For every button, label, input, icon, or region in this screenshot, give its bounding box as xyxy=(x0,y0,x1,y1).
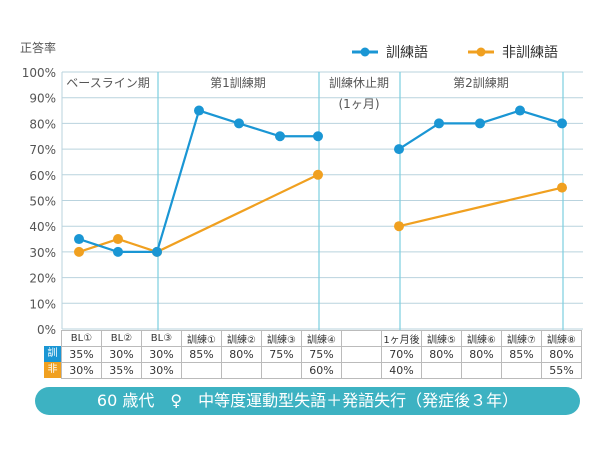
table-value-cell: 30% xyxy=(61,362,102,379)
table-value-cell xyxy=(461,362,502,379)
data-point xyxy=(313,169,323,180)
table-header-cell: 訓練③ xyxy=(261,330,302,347)
table-value-cell xyxy=(341,346,382,363)
table-value-cell: 30% xyxy=(141,362,182,379)
table-value-cell xyxy=(421,362,462,379)
data-point xyxy=(234,118,244,129)
table-value-cell: 35% xyxy=(61,346,102,363)
table-value-cell: 70% xyxy=(381,346,422,363)
table-value-cell: 75% xyxy=(301,346,342,363)
table-header-cell: 訓練⑤ xyxy=(421,330,462,347)
period-label: (1ヶ月) xyxy=(339,97,380,111)
data-point xyxy=(275,131,285,142)
data-point xyxy=(394,221,404,232)
data-point xyxy=(74,234,84,245)
table-value-cell: 80% xyxy=(221,346,262,363)
data-table: BL① BL② BL③ 訓練① 訓練② 訓練③ 訓練④ 1ヶ月後 訓練⑤ 訓練⑥ 訓練⑦ 訓練⑧ 35%… xyxy=(61,330,582,379)
data-point xyxy=(557,118,567,129)
y-tick-label: 10% xyxy=(29,297,56,311)
period-label: ベースライン期 xyxy=(66,76,149,90)
table-value-cell: 85% xyxy=(501,346,542,363)
table-value-cell: 80% xyxy=(461,346,502,363)
table-value-cell xyxy=(341,362,382,379)
table-header-cell: 訓練⑥ xyxy=(461,330,502,347)
table-header-cell: BL③ xyxy=(141,330,182,347)
data-point xyxy=(194,105,204,116)
period-label: 第2訓練期 xyxy=(453,75,509,90)
y-axis-title: 正答率 xyxy=(20,40,56,55)
table-value-cell: 75% xyxy=(261,346,302,363)
y-tick-label: 50% xyxy=(29,195,56,209)
table-value-cell: 55% xyxy=(541,362,582,379)
period-label: 訓練休止期 xyxy=(329,75,389,90)
table-value-cell: 30% xyxy=(101,346,142,363)
y-tick-label: 70% xyxy=(29,143,56,157)
table-value-cell: 80% xyxy=(541,346,582,363)
table-header-cell: 訓練④ xyxy=(301,330,342,347)
legend-label: 非訓練語 xyxy=(502,45,558,61)
table-value-cell xyxy=(181,362,222,379)
y-tick-label: 60% xyxy=(29,169,56,183)
table-value-cell: 40% xyxy=(381,362,422,379)
table-value-cell: 80% xyxy=(421,346,462,363)
table-header-cell: 1ヶ月後 xyxy=(381,330,422,347)
table-value-cell: 60% xyxy=(301,362,342,379)
table-value-cell xyxy=(261,362,302,379)
data-point xyxy=(313,131,323,142)
y-tick-label: 20% xyxy=(29,272,56,286)
table-value-cell xyxy=(221,362,262,379)
y-tick-label: 30% xyxy=(29,246,56,260)
table-header-cell: 訓練⑧ xyxy=(541,330,582,347)
y-tick-label: 80% xyxy=(29,117,56,131)
patient-banner: 60 歳代 ♀ 中等度運動型失語＋発語失行（発症後３年） xyxy=(35,387,580,415)
table-value-cell: 30% xyxy=(141,346,182,363)
series-line xyxy=(398,109,563,151)
data-point xyxy=(557,182,567,193)
row-label-untrained: 非 xyxy=(44,362,61,378)
table-header-cell: BL① xyxy=(61,330,102,347)
y-tick-label: 90% xyxy=(29,92,56,106)
legend-marker xyxy=(360,47,370,57)
legend-marker xyxy=(476,47,486,57)
y-tick-label: 100% xyxy=(22,66,56,80)
row-label-trained: 訓 xyxy=(44,346,61,362)
table-header-cell: 訓練⑦ xyxy=(501,330,542,347)
data-point xyxy=(475,118,485,129)
table-header-cell: 訓練① xyxy=(181,330,222,347)
data-point xyxy=(434,118,444,129)
table-value-cell: 85% xyxy=(181,346,222,363)
table-header-cell: BL② xyxy=(101,330,142,347)
y-tick-label: 40% xyxy=(29,220,56,234)
data-point xyxy=(515,105,525,116)
table-header-cell: 訓練② xyxy=(221,330,262,347)
series-line xyxy=(398,186,563,228)
table-value-cell: 35% xyxy=(101,362,142,379)
table-header-cell xyxy=(341,330,382,347)
data-point xyxy=(74,246,84,257)
period-label: 第1訓練期 xyxy=(210,75,266,90)
y-tick-label: 0% xyxy=(37,323,56,337)
data-point xyxy=(394,144,404,155)
legend-label: 訓練語 xyxy=(386,45,428,61)
data-point xyxy=(152,246,162,257)
data-point xyxy=(113,234,123,245)
data-point xyxy=(113,246,123,257)
table-value-cell xyxy=(501,362,542,379)
